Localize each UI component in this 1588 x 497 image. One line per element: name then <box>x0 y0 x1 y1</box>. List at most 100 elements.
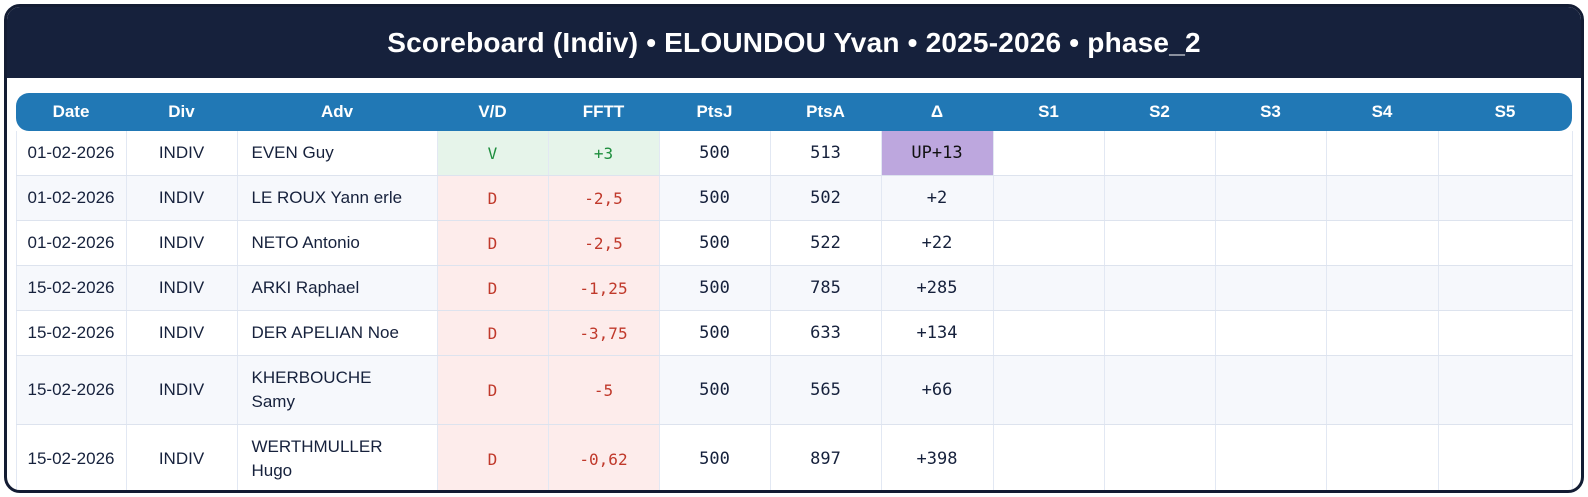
cell-div: INDIV <box>126 220 238 266</box>
cell-adv: NETO Antonio <box>237 220 438 266</box>
cell-s1 <box>993 310 1105 356</box>
cell-ptsa: 633 <box>770 310 882 356</box>
column-header-div: Div <box>126 93 237 131</box>
cell-s2 <box>1104 220 1216 266</box>
column-header-ptsa: PtsA <box>770 93 881 131</box>
cell-date: 15-02-2026 <box>15 310 127 356</box>
cell-adv: ARKI Raphael <box>237 265 438 311</box>
cell-s2 <box>1104 265 1216 311</box>
cell-adv: DER APELIAN Noe <box>237 310 438 356</box>
cell-vd: D <box>437 220 549 266</box>
cell-vd: D <box>437 175 549 221</box>
cell-ptsa: 897 <box>770 424 882 490</box>
cell-delta: +398 <box>881 424 994 490</box>
table-row: 01-02-2026 INDIV EVEN Guy V +3 500 513 U… <box>15 131 1573 176</box>
column-header-fftt: FFTT <box>548 93 659 131</box>
page-title: Scoreboard (Indiv) • ELOUNDOU Yvan • 202… <box>387 26 1201 58</box>
cell-s1 <box>993 220 1105 266</box>
cell-s4 <box>1326 131 1439 176</box>
cell-date: 15-02-2026 <box>15 265 127 311</box>
cell-adv: EVEN Guy <box>237 131 438 176</box>
table-row: 15-02-2026 INDIV WERTHMULLER Hugo D -0,6… <box>15 424 1573 490</box>
cell-delta: +2 <box>881 175 994 221</box>
column-header-s1: S1 <box>993 93 1104 131</box>
cell-s1 <box>993 355 1105 425</box>
cell-div: INDIV <box>126 175 238 221</box>
cell-fftt: -1,25 <box>548 265 660 311</box>
column-header-adv: Adv <box>237 93 437 131</box>
cell-date: 01-02-2026 <box>15 220 127 266</box>
cell-s4 <box>1326 424 1439 490</box>
cell-fftt: +3 <box>548 131 660 176</box>
cell-delta: +66 <box>881 355 994 425</box>
cell-adv: KHERBOUCHE Samy <box>237 355 438 425</box>
cell-div: INDIV <box>126 424 238 490</box>
cell-ptsa: 513 <box>770 131 882 176</box>
header-row: Date Div Adv V/D FFTT PtsJ PtsA Δ S1 S2 … <box>16 93 1572 131</box>
cell-s1 <box>993 175 1105 221</box>
cell-s2 <box>1104 310 1216 356</box>
cell-ptsj: 500 <box>659 265 771 311</box>
cell-s5 <box>1438 220 1573 266</box>
column-header-date: Date <box>16 93 126 131</box>
cell-fftt: -2,5 <box>548 220 660 266</box>
table-row: 15-02-2026 INDIV KHERBOUCHE Samy D -5 50… <box>15 355 1573 425</box>
cell-ptsj: 500 <box>659 424 771 490</box>
cell-date: 01-02-2026 <box>15 131 127 176</box>
table-header: Date Div Adv V/D FFTT PtsJ PtsA Δ S1 S2 … <box>16 93 1572 131</box>
cell-s5 <box>1438 265 1573 311</box>
column-header-vd: V/D <box>437 93 548 131</box>
cell-adv: WERTHMULLER Hugo <box>237 424 438 490</box>
cell-ptsj: 500 <box>659 131 771 176</box>
cell-date: 15-02-2026 <box>15 424 127 490</box>
cell-fftt: -5 <box>548 355 660 425</box>
cell-s4 <box>1326 175 1439 221</box>
cell-s2 <box>1104 175 1216 221</box>
column-header-s5: S5 <box>1438 93 1572 131</box>
cell-vd: D <box>437 355 549 425</box>
cell-s5 <box>1438 175 1573 221</box>
column-header-s2: S2 <box>1104 93 1215 131</box>
cell-s3 <box>1215 355 1327 425</box>
scoreboard-table: Date Div Adv V/D FFTT PtsJ PtsA Δ S1 S2 … <box>15 93 1573 490</box>
cell-ptsa: 522 <box>770 220 882 266</box>
table-body: 01-02-2026 INDIV EVEN Guy V +3 500 513 U… <box>15 131 1573 490</box>
cell-s5 <box>1438 131 1573 176</box>
cell-ptsj: 500 <box>659 355 771 425</box>
cell-fftt: -0,62 <box>548 424 660 490</box>
table-row: 01-02-2026 INDIV NETO Antonio D -2,5 500… <box>15 220 1573 266</box>
cell-delta: +22 <box>881 220 994 266</box>
cell-div: INDIV <box>126 310 238 356</box>
cell-s3 <box>1215 310 1327 356</box>
cell-vd: D <box>437 310 549 356</box>
titlebar: Scoreboard (Indiv) • ELOUNDOU Yvan • 202… <box>7 7 1581 78</box>
cell-s4 <box>1326 310 1439 356</box>
cell-adv: LE ROUX Yann erle <box>237 175 438 221</box>
cell-s5 <box>1438 355 1573 425</box>
cell-div: INDIV <box>126 355 238 425</box>
cell-s5 <box>1438 310 1573 356</box>
cell-delta: +285 <box>881 265 994 311</box>
cell-s3 <box>1215 265 1327 311</box>
cell-s4 <box>1326 355 1439 425</box>
cell-s4 <box>1326 220 1439 266</box>
cell-div: INDIV <box>126 131 238 176</box>
column-header-s3: S3 <box>1215 93 1326 131</box>
scoreboard-card: Scoreboard (Indiv) • ELOUNDOU Yvan • 202… <box>4 4 1584 493</box>
cell-div: INDIV <box>126 265 238 311</box>
table-row: 01-02-2026 INDIV LE ROUX Yann erle D -2,… <box>15 175 1573 221</box>
cell-s3 <box>1215 424 1327 490</box>
cell-s3 <box>1215 175 1327 221</box>
cell-date: 01-02-2026 <box>15 175 127 221</box>
cell-s1 <box>993 424 1105 490</box>
table-row: 15-02-2026 INDIV ARKI Raphael D -1,25 50… <box>15 265 1573 311</box>
cell-s5 <box>1438 424 1573 490</box>
cell-s2 <box>1104 131 1216 176</box>
cell-s1 <box>993 265 1105 311</box>
cell-ptsj: 500 <box>659 310 771 356</box>
cell-s4 <box>1326 265 1439 311</box>
table-row: 15-02-2026 INDIV DER APELIAN Noe D -3,75… <box>15 310 1573 356</box>
cell-ptsa: 502 <box>770 175 882 221</box>
cell-fftt: -3,75 <box>548 310 660 356</box>
cell-s2 <box>1104 355 1216 425</box>
